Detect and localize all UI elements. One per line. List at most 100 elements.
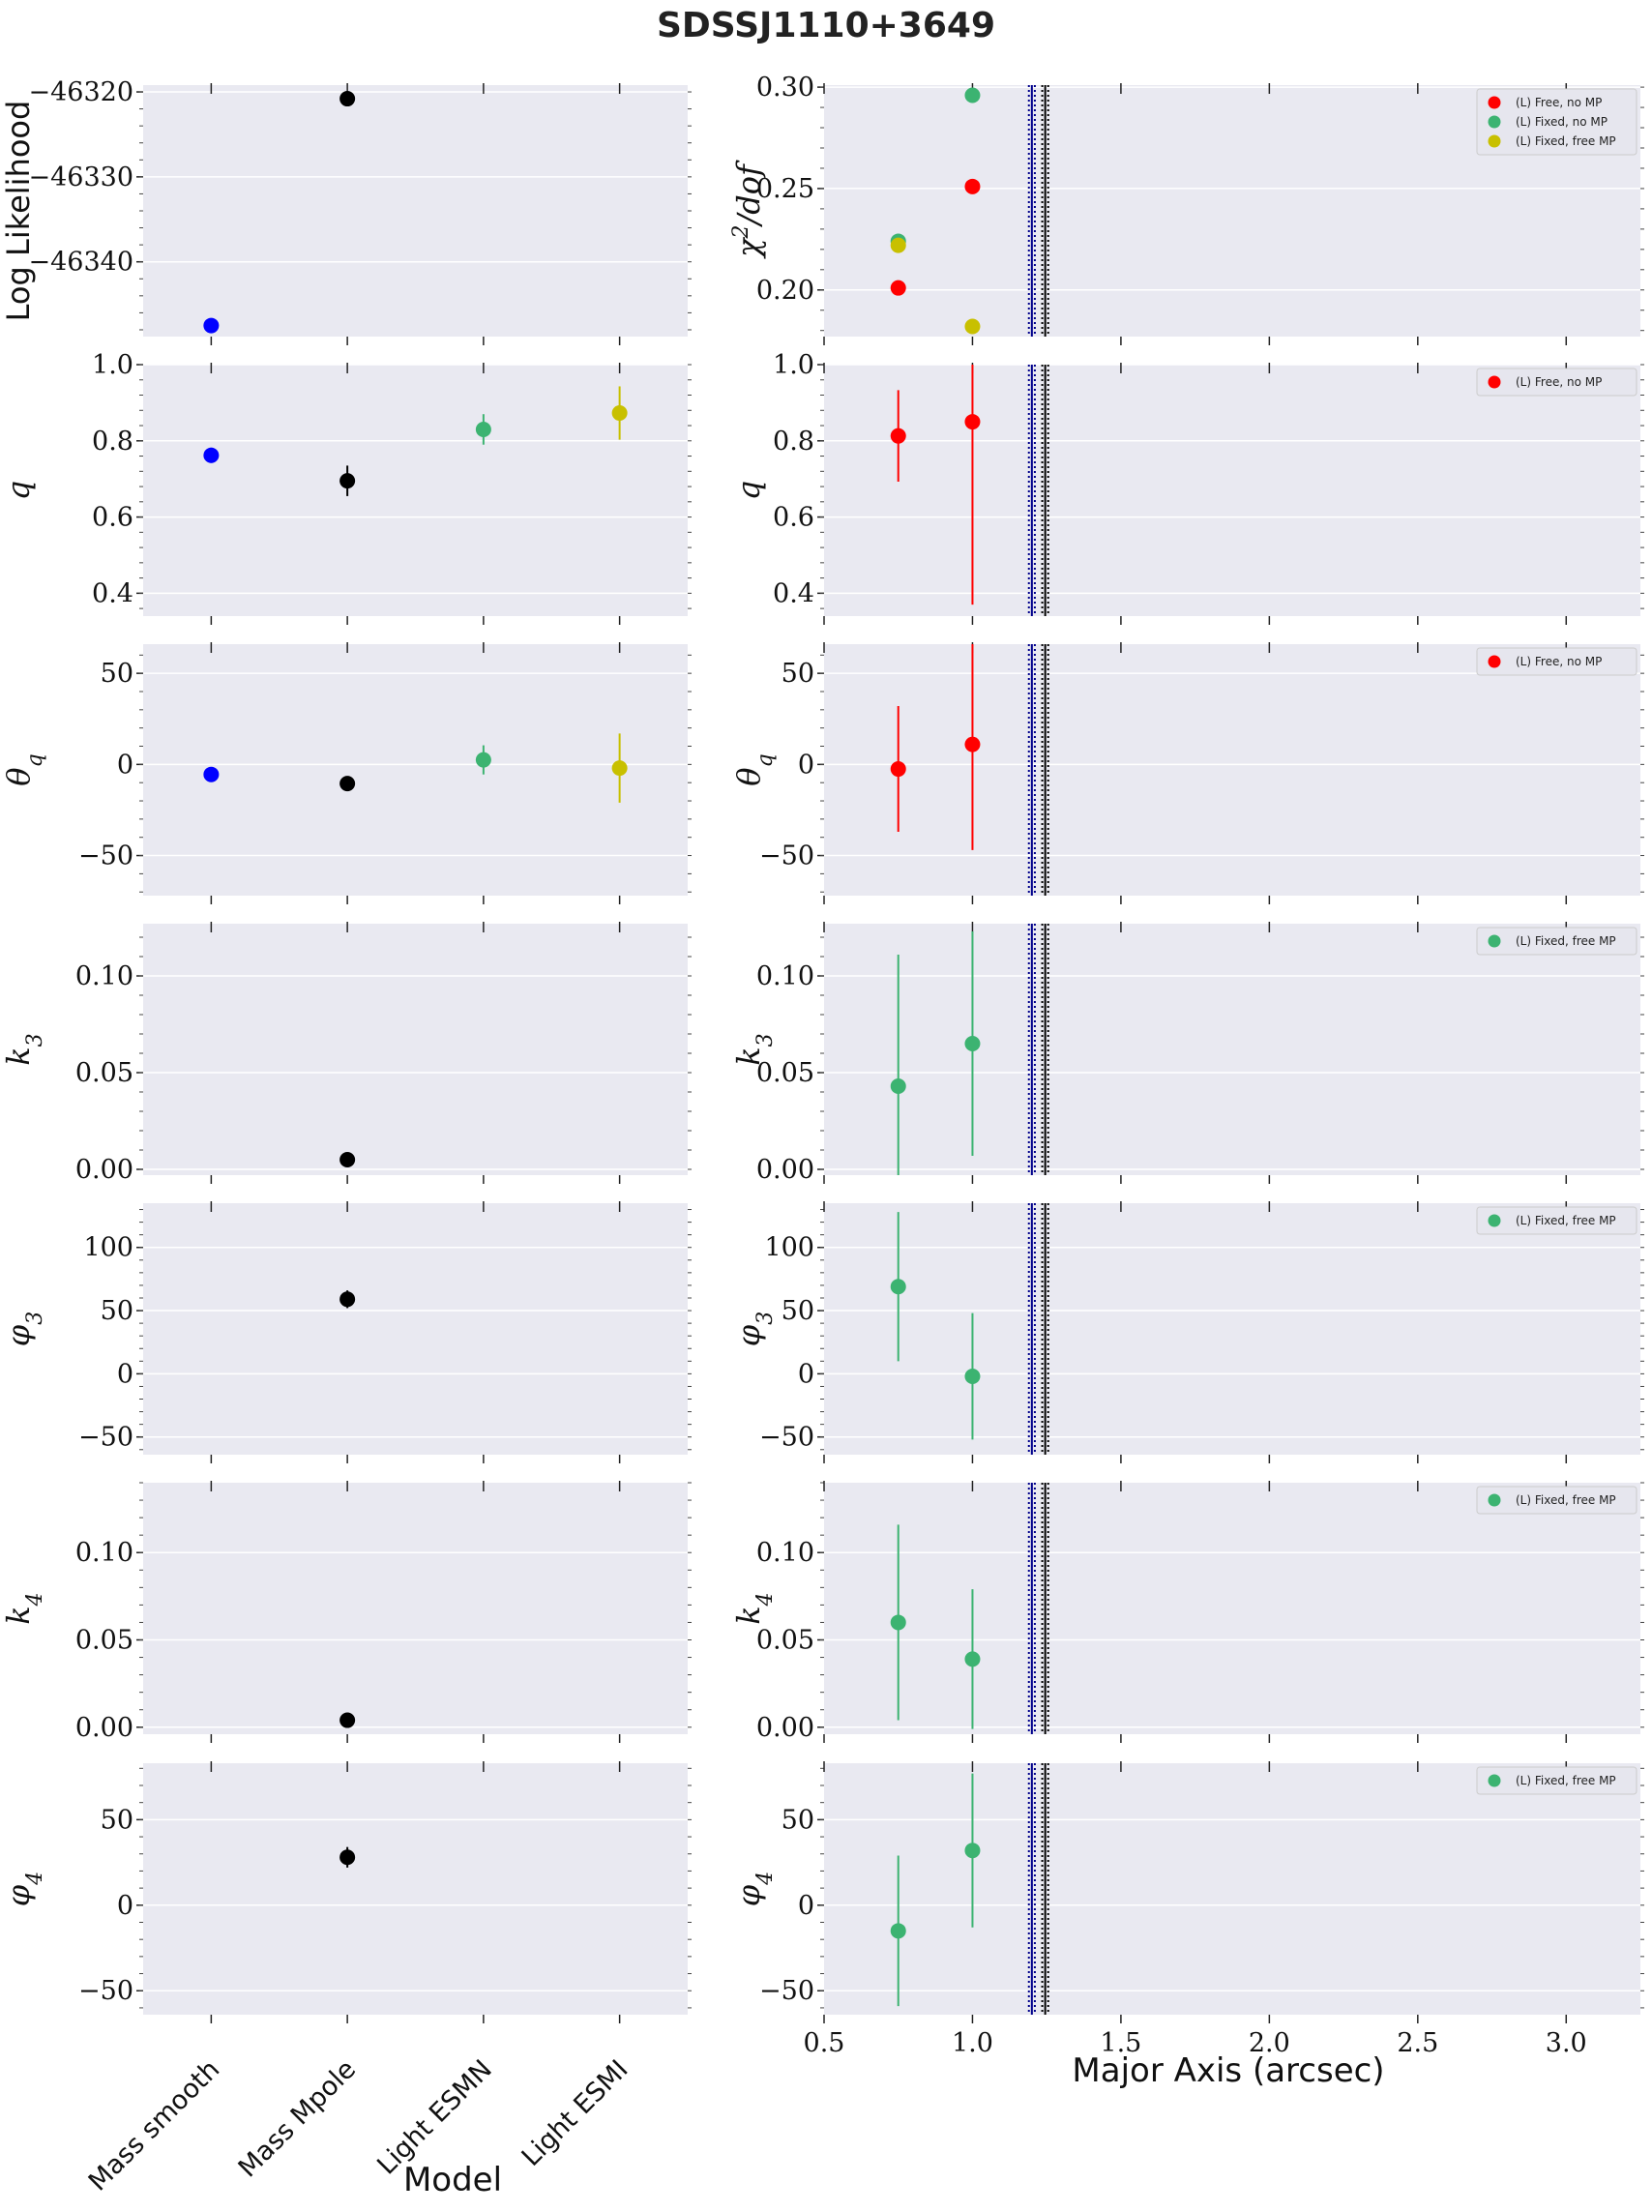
right-1-legend-box — [1476, 368, 1637, 397]
left-3-data-point — [339, 1152, 356, 1167]
panel-left-0: −46320 −46330 −46340 — [28, 77, 692, 345]
left-2-background — [143, 644, 688, 896]
right-3-y-tick-label: 0.05 — [756, 1058, 814, 1088]
right-1-background — [824, 365, 1640, 616]
right-6-y-tick-label: −50 — [759, 1976, 814, 2006]
left-2-y-tick-label: 50 — [101, 659, 133, 689]
right-1-data-point — [890, 428, 906, 444]
right-1-y-tick-label: 0.4 — [773, 578, 814, 608]
right-0-y-axis-label: χ2/dof — [729, 160, 768, 259]
left-3-y-tick-label: 0.05 — [75, 1058, 133, 1088]
left-0-y-tick-label: −46320 — [28, 77, 133, 107]
right-6-x-tick-label: 1.0 — [952, 2028, 993, 2058]
left-4-y-tick-label: 0 — [117, 1359, 133, 1389]
left-0-y-axis-label: Log Likelihood — [0, 101, 37, 322]
right-1-y-tick-label: 0.6 — [773, 503, 814, 533]
right-0-y-tick-label: 0.30 — [756, 73, 814, 103]
left-1-data-point — [203, 447, 220, 463]
right-4-legend-label: (L) Fixed, free MP — [1516, 1214, 1616, 1227]
panel-right-2: 50 0 −50 (L) Free, no MP — [759, 642, 1644, 904]
right-6-x-tick-label: 2.0 — [1249, 2028, 1290, 2058]
right-6-y-tick-label: 0 — [798, 1891, 814, 1921]
figure-title: SDSSJ1110+3649 — [657, 6, 995, 45]
right-2-legend-box — [1476, 647, 1637, 676]
left-0-background — [143, 85, 688, 337]
right-5-y-tick-label: 0.05 — [756, 1626, 814, 1656]
right-3-legend-box — [1476, 927, 1637, 956]
left-1-data-point — [339, 473, 356, 489]
right-0-data-point — [890, 237, 906, 253]
right-2-legend-marker — [1488, 655, 1501, 668]
left-3-background — [143, 924, 688, 1175]
right-1-legend-label: (L) Free, no MP — [1516, 375, 1602, 389]
right-2-y-tick-label: 0 — [798, 750, 814, 780]
left-6-y-tick-label: 0 — [117, 1891, 133, 1921]
right-3-data-point — [890, 1078, 906, 1094]
right-4-data-point — [890, 1279, 906, 1295]
right-4-y-tick-label: 100 — [764, 1233, 814, 1263]
right-0-legend-marker — [1488, 134, 1501, 148]
right-0-legend-box — [1476, 88, 1637, 156]
panel-left-5: 0.00 0.05 0.10 — [75, 1481, 692, 1743]
right-6-background — [824, 1763, 1640, 2015]
left-2-y-tick-label: 0 — [117, 750, 133, 780]
right-3-legend-marker — [1488, 934, 1501, 948]
right-6-data-point — [890, 1923, 906, 1939]
left-1-y-tick-label: 0.4 — [92, 578, 133, 608]
left-6-background — [143, 1763, 688, 2015]
right-x-axis-label: Major Axis (arcsec) — [1072, 2051, 1384, 2090]
left-6-x-category-label: Mass smooth — [83, 2054, 226, 2197]
left-4-y-tick-label: −50 — [78, 1423, 133, 1453]
right-0-legend-label: (L) Fixed, no MP — [1516, 115, 1608, 129]
right-3-data-point — [964, 1036, 981, 1051]
right-6-x-tick-label: 2.5 — [1397, 2028, 1438, 2058]
left-5-data-point — [339, 1712, 356, 1728]
right-4-legend: (L) Fixed, free MP — [1476, 1206, 1637, 1235]
left-4-y-tick-label: 100 — [83, 1233, 133, 1263]
panel-right-5: 0.00 0.05 0.10 (L) Fixed, free MP — [756, 1481, 1644, 1743]
right-1-legend-marker — [1488, 375, 1501, 389]
right-1-y-axis-label: q — [730, 481, 767, 500]
right-6-data-point — [964, 1843, 981, 1859]
left-3-y-tick-label: 0.10 — [75, 961, 133, 991]
right-1-y-tick-label: 0.8 — [773, 427, 814, 457]
left-5-y-axis-label: k4 — [0, 1592, 47, 1624]
right-6-y-tick-label: 50 — [782, 1805, 814, 1835]
right-0-data-point — [964, 178, 981, 194]
left-1-y-tick-label: 1.0 — [92, 350, 133, 380]
right-5-legend-label: (L) Fixed, free MP — [1516, 1493, 1616, 1507]
panel-right-0: 0.20 0.25 0.30 (L) Free, no MP (L) Fixed, no… — [756, 73, 1644, 345]
right-1-legend: (L) Free, no MP — [1476, 368, 1637, 397]
panel-left-2: 50 0 −50 — [78, 642, 692, 904]
left-2-y-axis-label: θq — [0, 753, 47, 785]
left-4-background — [143, 1203, 688, 1455]
right-5-y-axis-label: k4 — [730, 1592, 778, 1624]
right-2-legend-label: (L) Free, no MP — [1516, 655, 1602, 668]
left-1-data-point — [475, 421, 491, 437]
right-0-legend-marker — [1488, 96, 1501, 109]
left-2-data-point — [203, 766, 220, 782]
right-5-legend-box — [1476, 1486, 1637, 1515]
right-2-data-point — [964, 736, 981, 752]
left-6-y-tick-label: −50 — [78, 1976, 133, 2006]
right-6-x-tick-label: 3.0 — [1546, 2028, 1587, 2058]
left-5-y-tick-label: 0.05 — [75, 1626, 133, 1656]
right-6-x-tick-label: 1.5 — [1100, 2028, 1141, 2058]
left-1-y-axis-label: q — [0, 481, 37, 500]
right-6-y-axis-label: φ4 — [730, 1872, 778, 1906]
right-6-legend-label: (L) Fixed, free MP — [1516, 1774, 1616, 1787]
left-5-y-tick-label: 0.10 — [75, 1538, 133, 1568]
right-0-legend: (L) Free, no MP (L) Fixed, no MP (L) Fixed… — [1476, 88, 1637, 156]
right-0-data-point — [964, 318, 981, 335]
right-5-background — [824, 1483, 1640, 1734]
right-3-y-tick-label: 0.10 — [756, 961, 814, 991]
panel-left-4: 100 50 0 −50 — [78, 1201, 692, 1463]
right-3-background — [824, 924, 1640, 1175]
right-6-legend: (L) Fixed, free MP — [1476, 1766, 1637, 1795]
right-4-y-tick-label: 0 — [798, 1359, 814, 1389]
left-3-y-axis-label: k3 — [0, 1033, 47, 1065]
left-1-y-tick-label: 0.6 — [92, 503, 133, 533]
left-5-background — [143, 1483, 688, 1734]
left-2-data-point — [611, 760, 628, 777]
